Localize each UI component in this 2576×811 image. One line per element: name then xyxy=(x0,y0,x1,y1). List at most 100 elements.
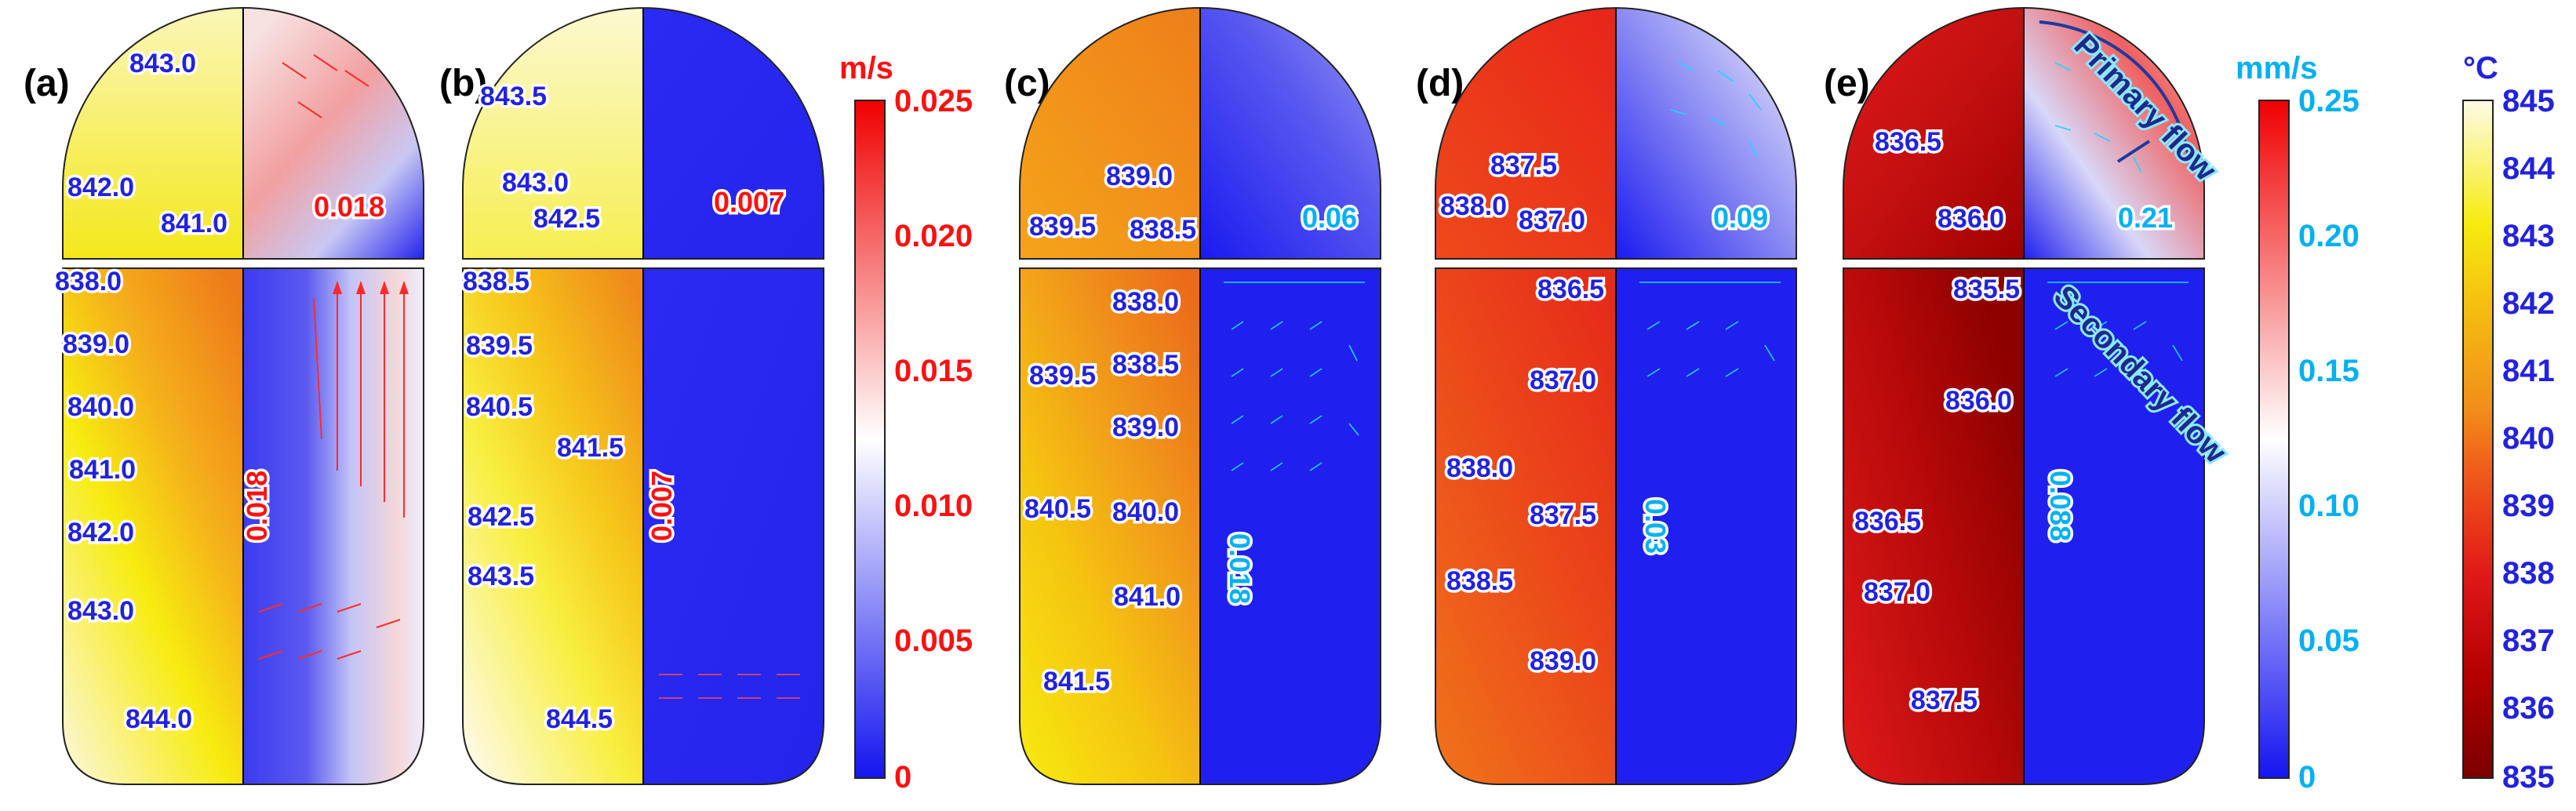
panel-a: (a) 843.0 842.0 841.0 0.018 838.0 839.0 … xyxy=(24,7,424,785)
panel-label-c: (c) xyxy=(1004,63,1050,104)
velocity-arrows xyxy=(1639,62,1781,377)
body-outline xyxy=(1843,267,2205,785)
panel-label-d: (d) xyxy=(1416,63,1464,104)
colorbar-unit-ms: m/s xyxy=(839,51,893,85)
velocity-colorbar-mms: mm/s 0.25 0.20 0.15 0.10 0.05 0 xyxy=(2236,51,2360,795)
bottom-temp-5: 837.5 xyxy=(1911,686,1977,715)
dome-outline xyxy=(462,7,824,260)
ms-tick-5: 0 xyxy=(894,760,911,795)
temp-tick-0: 845 xyxy=(2502,84,2555,118)
top-temp-2: 836.0 xyxy=(1937,204,2004,234)
bottom-temp-7: 844.5 xyxy=(546,704,613,734)
top-temp-3: 838.5 xyxy=(1130,215,1196,245)
dome-outline xyxy=(62,7,424,260)
mms-tick-0: 0.25 xyxy=(2298,84,2360,118)
temp-tick-1: 844 xyxy=(2502,151,2555,186)
bottom-temp-1: 836.5 xyxy=(1537,275,1604,304)
bottom-temp-6: 840.5 xyxy=(1024,494,1091,524)
colorbar-unit-mms: mm/s xyxy=(2236,51,2318,85)
bottom-temp-5: 838.5 xyxy=(1446,566,1513,596)
bottom-temp-3: 836.5 xyxy=(1854,507,1921,536)
body-velocity-field xyxy=(643,268,824,784)
dome-temperature-field xyxy=(63,8,243,259)
temperature-colorbar: °C 845 844 843 842 841 840 839 838 837 8… xyxy=(2462,51,2555,795)
primary-flow-arc xyxy=(2039,20,2190,158)
colorbar-unit-temp: °C xyxy=(2463,51,2498,85)
mms-tick-5: 0 xyxy=(2298,760,2316,795)
body-temperature-field xyxy=(463,268,643,784)
dome-temperature-field xyxy=(1843,8,2024,259)
mms-tick-2: 0.15 xyxy=(2298,354,2360,388)
mms-tick-3: 0.10 xyxy=(2298,489,2360,523)
ms-tick-4: 0.005 xyxy=(894,624,973,658)
bottom-temp-3: 840.5 xyxy=(466,392,533,422)
arrow-heads xyxy=(333,281,409,294)
bottom-velocity-label: 0.018 xyxy=(1224,533,1256,604)
bottom-temp-1: 835.5 xyxy=(1953,275,2020,304)
body-outline xyxy=(1435,267,1797,785)
temp-tick-8: 837 xyxy=(2502,624,2555,658)
body-temperature-field xyxy=(1020,268,1200,784)
mms-tick-1: 0.20 xyxy=(2298,219,2360,253)
dome-velocity-field xyxy=(1616,8,1796,259)
dome-temperature-field xyxy=(1020,8,1200,259)
bottom-temp-7: 844.0 xyxy=(126,704,192,734)
body-velocity-field xyxy=(2024,268,2204,784)
ms-tick-3: 0.010 xyxy=(894,489,973,523)
body-outline xyxy=(1019,267,1381,785)
body-velocity-field xyxy=(243,268,424,784)
top-temp-1: 837.5 xyxy=(1490,151,1557,180)
velocity-arrows xyxy=(1224,282,1365,471)
mms-tick-4: 0.05 xyxy=(2298,624,2360,658)
bottom-temp-3: 838.0 xyxy=(1446,453,1513,483)
top-temp-1: 843.5 xyxy=(480,82,547,111)
bottom-temp-5: 842.0 xyxy=(67,518,134,547)
bottom-temp-4: 841.5 xyxy=(557,433,624,463)
temp-tick-7: 838 xyxy=(2502,556,2555,591)
bottom-temp-8: 841.5 xyxy=(1043,667,1110,696)
bottom-temp-6: 839.0 xyxy=(1530,646,1596,676)
top-temp-1: 839.0 xyxy=(1106,162,1173,191)
bottom-temp-4: 837.0 xyxy=(1864,577,1930,607)
bottom-temp-1: 838.0 xyxy=(1112,287,1179,317)
colorbar-gradient xyxy=(2258,100,2290,779)
temp-tick-9: 836 xyxy=(2502,691,2555,726)
top-temp-2: 843.0 xyxy=(502,168,569,198)
bottom-temp-6: 843.0 xyxy=(67,596,134,626)
top-temp-3: 837.0 xyxy=(1519,205,1585,235)
top-temp-3: 841.0 xyxy=(161,209,227,238)
dome-temperature-field xyxy=(1435,8,1616,259)
bottom-temp-3: 839.5 xyxy=(1029,361,1096,391)
bottom-velocity-label: 0.088 xyxy=(2044,471,2076,541)
top-temp-2: 842.0 xyxy=(67,173,134,202)
top-temp-1: 843.0 xyxy=(129,49,196,78)
ms-tick-1: 0.020 xyxy=(894,219,973,253)
panel-e: (e) 836.5 836.0 0.21 835.5 836.0 836.5 8… xyxy=(1824,7,2236,785)
dome-velocity-field xyxy=(243,8,424,259)
ms-tick-2: 0.015 xyxy=(894,354,973,388)
bottom-velocity-label: 0.03 xyxy=(1639,499,1672,554)
top-velocity-label: 0.018 xyxy=(314,191,384,223)
bottom-temp-4: 841.0 xyxy=(69,455,136,485)
ms-tick-0: 0.025 xyxy=(894,84,973,118)
bottom-temp-4: 839.0 xyxy=(1112,413,1179,442)
bottom-velocity-label: 0.018 xyxy=(241,471,273,541)
dome-velocity-field xyxy=(643,8,824,259)
temp-tick-4: 841 xyxy=(2502,354,2555,388)
panel-label-e: (e) xyxy=(1824,63,1870,104)
body-temperature-field xyxy=(1843,268,2024,784)
bottom-temp-4: 837.5 xyxy=(1530,500,1596,530)
bottom-temp-3: 840.0 xyxy=(67,392,134,422)
velocity-arrows xyxy=(2047,62,2189,377)
body-velocity-field xyxy=(1200,268,1381,784)
bottom-temp-2: 837.0 xyxy=(1530,365,1596,395)
body-temperature-field xyxy=(63,268,243,784)
panel-d: (d) 837.5 838.0 837.0 0.09 836.5 837.0 8… xyxy=(1416,7,1797,785)
dome-outline xyxy=(1843,7,2205,260)
primary-flow-arrow xyxy=(2116,140,2151,163)
bottom-temp-2: 838.5 xyxy=(1112,350,1179,380)
top-velocity-label: 0.09 xyxy=(1713,202,1768,234)
velocity-colorbar-ms: m/s 0.025 0.020 0.015 0.010 0.005 0 xyxy=(839,51,973,795)
panel-c: (c) 839.0 839.5 838.5 0.06 838.0 838.5 8… xyxy=(1004,7,1381,785)
body-velocity-field xyxy=(1616,268,1796,784)
